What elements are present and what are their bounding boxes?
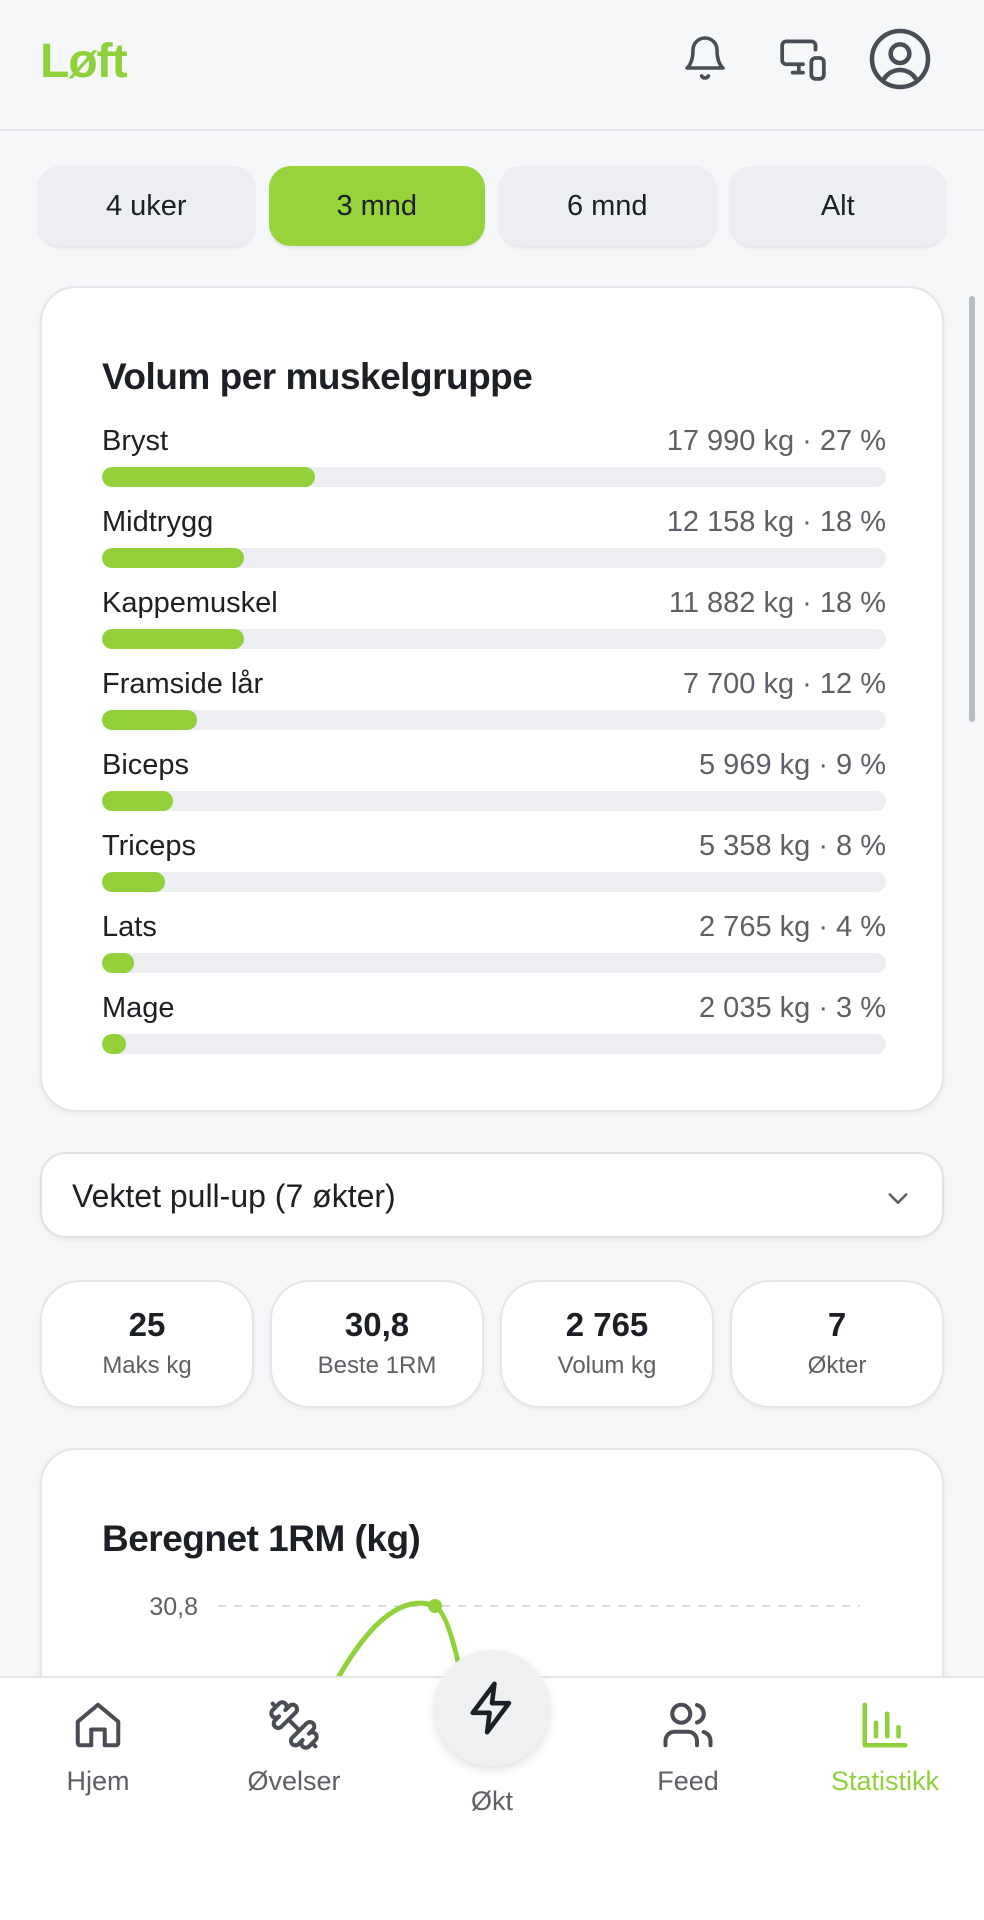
muscle-group-name: Kappemuskel <box>102 587 278 619</box>
nav-label-exercises: Øvelser <box>247 1766 341 1796</box>
stat-label: Beste 1RM <box>317 1352 437 1379</box>
users-icon <box>663 1702 713 1748</box>
app-header: Løft <box>0 0 984 131</box>
muscle-group-bar-fill <box>102 953 134 973</box>
profile-icon[interactable] <box>868 27 932 91</box>
muscle-group-bar-track <box>102 1034 886 1054</box>
muscle-group-bar-fill <box>102 710 197 730</box>
muscle-group-bar-track <box>102 548 886 568</box>
muscle-group-row: Triceps 5 358 kg · 8 % <box>102 830 886 892</box>
exercise-select-value: Vektet pull-up (7 økter) <box>72 1178 396 1214</box>
stat-tile-max: 25 Maks kg <box>40 1280 254 1408</box>
stat-tile-best-1rm: 30,8 Beste 1RM <box>270 1280 484 1408</box>
period-4-weeks-button[interactable]: 4 uker <box>38 166 255 246</box>
nav-label-home: Hjem <box>66 1766 130 1796</box>
muscle-group-name: Lats <box>102 911 157 943</box>
muscle-group-row: Bryst 17 990 kg · 27 % <box>102 425 886 487</box>
bell-icon[interactable] <box>677 30 733 86</box>
stat-tile-sessions: 7 Økter <box>730 1280 944 1408</box>
lightning-icon <box>470 1681 512 1735</box>
stats-row: 25 Maks kg 30,8 Beste 1RM 2 765 Volum kg… <box>40 1280 944 1408</box>
muscle-group-name: Framside lår <box>102 668 264 700</box>
muscle-group-name: Mage <box>102 992 175 1024</box>
muscle-group-row: Mage 2 035 kg · 3 % <box>102 992 886 1054</box>
bottom-nav: Hjem Øvelser Økt Feed St <box>0 1650 984 1920</box>
muscle-group-value: 5 358 kg · 8 % <box>699 830 886 862</box>
nav-item-feed[interactable]: Feed <box>608 1698 768 1797</box>
stat-value: 30,8 <box>344 1306 410 1343</box>
muscle-group-row: Framside lår 7 700 kg · 12 % <box>102 668 886 730</box>
stat-value: 7 <box>827 1306 847 1343</box>
stat-value: 25 <box>128 1306 166 1343</box>
muscle-group-bar-track <box>102 791 886 811</box>
muscle-group-bar-track <box>102 629 886 649</box>
nav-label-feed: Feed <box>657 1766 719 1796</box>
muscle-group-value: 11 882 kg · 18 % <box>668 587 886 619</box>
muscle-group-value: 17 990 kg · 27 % <box>666 425 886 457</box>
muscle-group-bar-fill <box>102 629 244 649</box>
period-selector: 4 uker 3 mnd 6 mnd Alt <box>38 166 946 246</box>
stat-label: Økter <box>807 1352 867 1379</box>
muscle-group-name: Bryst <box>102 425 169 457</box>
muscle-group-bar-fill <box>102 548 244 568</box>
period-6-months-button[interactable]: 6 mnd <box>499 166 716 246</box>
muscle-group-row: Lats 2 765 kg · 4 % <box>102 911 886 973</box>
muscle-group-bar-fill <box>102 467 315 487</box>
exercise-select[interactable]: Vektet pull-up (7 økter) <box>40 1152 944 1238</box>
muscle-group-bar-track <box>102 953 886 973</box>
start-workout-button[interactable] <box>434 1650 550 1766</box>
app-logo[interactable]: Løft <box>40 35 128 88</box>
muscle-group-bar-fill <box>102 1034 126 1054</box>
muscle-group-bar-fill <box>102 791 173 811</box>
muscle-group-bar-track <box>102 710 886 730</box>
chevron-down-icon <box>888 1193 908 1204</box>
chart-title: Beregnet 1RM (kg) <box>102 1518 421 1559</box>
muscle-group-bar-track <box>102 467 886 487</box>
nav-label-workout[interactable]: Økt <box>470 1786 513 1816</box>
muscle-group-row: Midtrygg 12 158 kg · 18 % <box>102 506 886 568</box>
nav-label-statistics: Statistikk <box>830 1766 940 1796</box>
data-point[interactable] <box>428 1599 442 1613</box>
muscle-group-value: 12 158 kg · 18 % <box>666 506 886 538</box>
stat-label: Volum kg <box>557 1352 657 1379</box>
muscle-group-value: 7 700 kg · 12 % <box>682 668 886 700</box>
muscle-group-name: Midtrygg <box>102 506 214 538</box>
period-3-months-button[interactable]: 3 mnd <box>268 166 485 246</box>
stat-label: Maks kg <box>102 1352 192 1379</box>
stat-value: 2 765 <box>565 1306 649 1343</box>
stat-tile-volume: 2 765 Volum kg <box>500 1280 714 1408</box>
muscle-group-value: 2 035 kg · 3 % <box>699 992 886 1024</box>
home-icon <box>75 1702 121 1748</box>
muscle-group-name: Triceps <box>102 830 196 862</box>
muscle-group-bar-fill <box>102 872 165 892</box>
muscle-group-bar-track <box>102 872 886 892</box>
nav-item-statistics[interactable]: Statistikk <box>805 1698 965 1797</box>
scrollbar[interactable] <box>969 296 975 722</box>
period-all-button[interactable]: Alt <box>729 166 946 246</box>
muscle-group-value: 5 969 kg · 9 % <box>699 749 886 781</box>
muscle-group-value: 2 765 kg · 4 % <box>699 911 886 943</box>
nav-item-exercises[interactable]: Øvelser <box>214 1698 374 1797</box>
nav-item-home[interactable]: Hjem <box>18 1698 178 1797</box>
muscle-group-row: Biceps 5 969 kg · 9 % <box>102 749 886 811</box>
muscle-group-name: Biceps <box>102 749 190 781</box>
muscle-group-row: Kappemuskel 11 882 kg · 18 % <box>102 587 886 649</box>
bar-chart-icon <box>862 1702 908 1748</box>
volume-card-title: Volum per muskelgruppe <box>102 356 533 397</box>
dumbbell-icon <box>269 1700 319 1750</box>
volume-card: Volum per muskelgruppe Bryst 17 990 kg · … <box>40 286 944 1112</box>
y-tick-label: 30,8 <box>149 1593 198 1621</box>
devices-icon[interactable] <box>775 30 831 86</box>
